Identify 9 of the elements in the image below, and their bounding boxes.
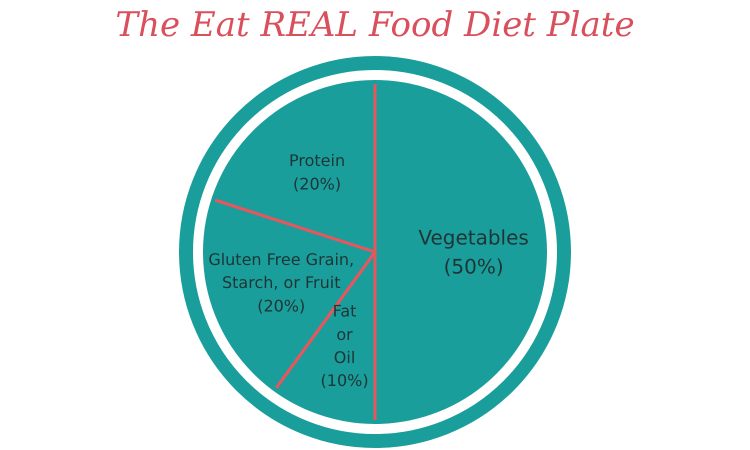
chart-title: The Eat REAL Food Diet Plate — [115, 5, 635, 45]
slice-label: Fat or Oil — [332, 302, 356, 367]
slice-label: Protein — [288, 151, 346, 170]
data-label: (10%) — [320, 371, 369, 390]
data-label: (50%) — [444, 254, 504, 278]
slice-label: Vegetables — [418, 226, 529, 250]
slice-label: Gluten Free Grain, Starch, or Fruit — [208, 250, 354, 292]
data-label: (20%) — [257, 296, 306, 316]
data-label: (20%) — [293, 174, 342, 194]
